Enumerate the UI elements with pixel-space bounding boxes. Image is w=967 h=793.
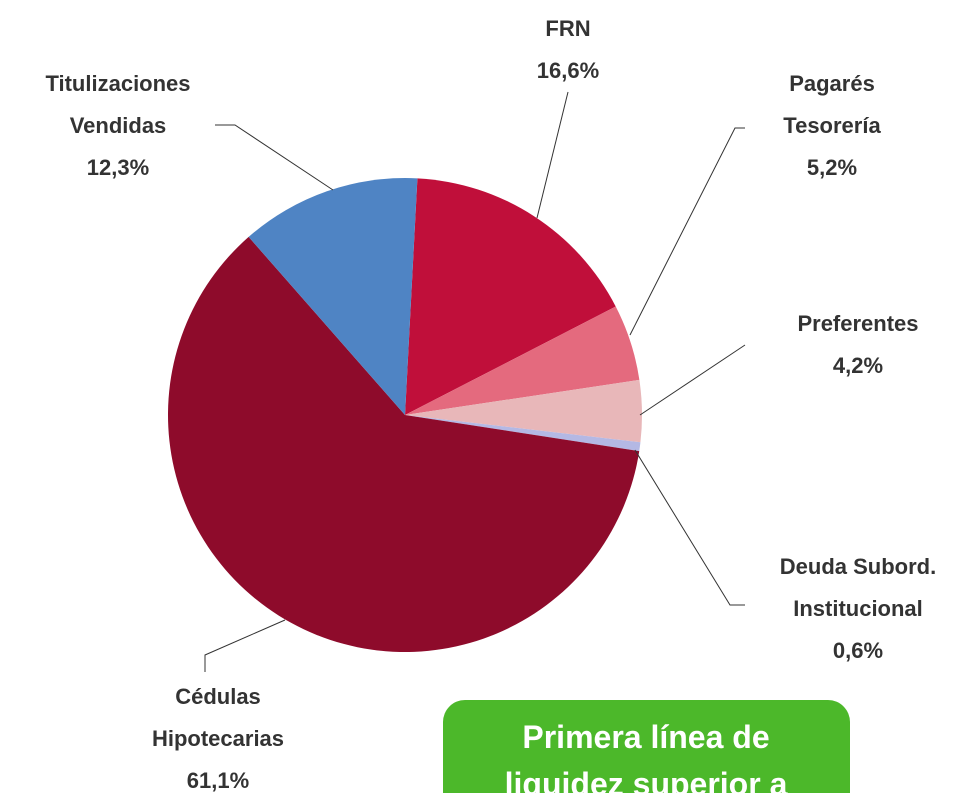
leader-line: [639, 344, 746, 416]
leader-line: [204, 619, 286, 672]
annotation: Primera línea de liquidez superior a: [505, 719, 788, 793]
slice: [405, 379, 642, 443]
category-label: Titulizaciones Vendidas: [45, 71, 190, 138]
slice: [405, 178, 616, 415]
category-label: Deuda Subord. Institucional: [780, 554, 936, 621]
category-label: Pagarés Tesorería: [783, 71, 881, 138]
slice: [167, 236, 640, 652]
leader-line: [629, 127, 745, 336]
leader-line: [536, 91, 569, 219]
value-label: 0,6%: [833, 638, 883, 663]
leader-line: [215, 124, 334, 191]
category-label: Cédulas Hipotecarias: [152, 684, 284, 751]
value-label: 4,2%: [833, 353, 883, 378]
value-label: 61,1%: [187, 768, 249, 793]
leader-line: [634, 449, 745, 606]
value-label: 12,3%: [87, 155, 149, 180]
value-label: 16,6%: [537, 58, 599, 83]
slice: [248, 177, 418, 415]
category-label: Preferentes: [797, 311, 918, 336]
slice: [405, 306, 640, 415]
category-label: FRN: [545, 16, 590, 41]
slice: [405, 415, 641, 452]
value-label: 5,2%: [807, 155, 857, 180]
annotation-box: [443, 700, 850, 793]
